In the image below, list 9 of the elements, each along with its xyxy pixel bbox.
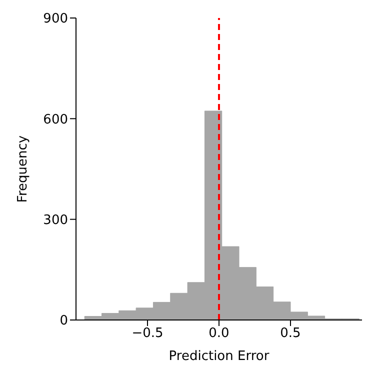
x-tick-label: 0.0 <box>208 326 230 342</box>
y-axis-title: Frequency <box>16 135 31 203</box>
x-tick-label: 0.5 <box>280 326 301 342</box>
y-tick-label: 600 <box>43 112 68 128</box>
x-tick-label: −0.5 <box>132 326 164 342</box>
y-tick-label: 0 <box>60 314 68 329</box>
y-tick-label: 900 <box>43 12 68 27</box>
y-tick-label: 300 <box>43 212 68 228</box>
x-axis-title: Prediction Error <box>168 349 270 364</box>
